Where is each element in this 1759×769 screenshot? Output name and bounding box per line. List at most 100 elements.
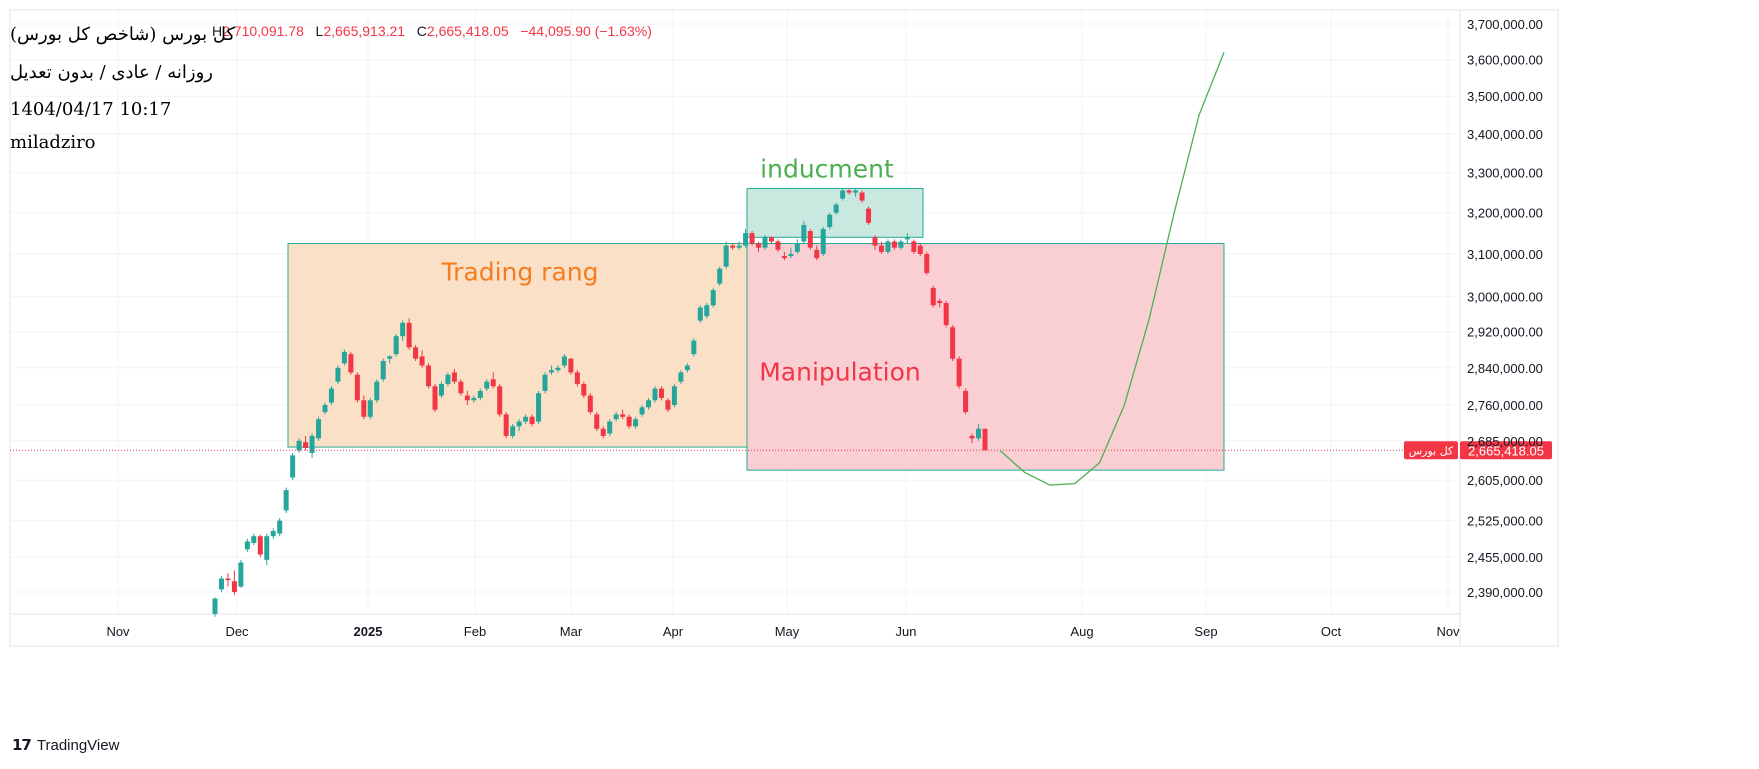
candle-body <box>270 530 276 537</box>
candle-body <box>976 428 982 439</box>
candle <box>620 409 626 420</box>
candle <box>574 370 580 387</box>
candle <box>866 206 872 225</box>
candle <box>244 538 250 552</box>
candle <box>639 404 645 417</box>
candle <box>891 239 897 250</box>
candle-body <box>548 370 554 373</box>
candle-body <box>555 367 561 371</box>
candle <box>568 357 574 375</box>
candle-body <box>303 442 309 449</box>
candle <box>943 300 949 328</box>
candle-body <box>807 231 813 248</box>
candle <box>484 379 490 391</box>
candle-body <box>710 290 716 306</box>
candle-body <box>768 237 774 242</box>
low-value: 2,665,913.21 <box>323 23 406 39</box>
candle <box>335 365 341 384</box>
candle <box>296 438 302 453</box>
high-value: 2,710,091.78 <box>222 23 304 39</box>
candle <box>264 533 270 566</box>
candle-body <box>380 360 386 380</box>
candle <box>503 412 509 439</box>
tradingview-brand[interactable]: 𝟭𝟳 TradingView <box>12 736 120 755</box>
candle-body <box>231 581 237 593</box>
y-tick-label: 2,605,000.00 <box>1467 473 1543 488</box>
candle <box>451 368 457 384</box>
candle <box>924 251 930 276</box>
candle <box>807 229 813 250</box>
candle <box>477 388 483 401</box>
candle <box>976 423 982 441</box>
annotation-boxes: Trading rang Manipulation inducment <box>287 155 1225 471</box>
candle <box>393 333 399 357</box>
candle <box>328 386 334 405</box>
candles <box>212 188 988 617</box>
candle-body <box>840 190 846 199</box>
candle-body <box>684 365 690 371</box>
candle <box>419 350 425 368</box>
candle-body <box>607 421 613 434</box>
candle-body <box>730 245 736 248</box>
candle <box>387 355 393 364</box>
candle-body <box>432 386 438 410</box>
candle <box>853 188 859 197</box>
candle <box>665 397 671 413</box>
ohlc-readout: H2,710,091.78 L2,665,913.21 C2,665,418.0… <box>212 23 652 39</box>
candle <box>458 379 464 396</box>
candle-body <box>536 393 542 422</box>
author-label: miladziro <box>10 132 96 153</box>
candle-body <box>374 381 380 401</box>
candle <box>963 388 969 415</box>
candle <box>212 597 218 617</box>
candle-body <box>568 358 574 373</box>
trading_range-label: Trading rang <box>441 258 599 287</box>
close-value: 2,665,418.05 <box>426 23 509 39</box>
candle <box>671 383 677 408</box>
candle <box>380 358 386 382</box>
candle-body <box>866 208 872 223</box>
brand-name: TradingView <box>36 736 120 754</box>
candle-body <box>477 390 483 398</box>
candle-body <box>646 400 652 408</box>
candle <box>536 390 542 424</box>
price-tag-value: 2,665,418.05 <box>1468 443 1544 458</box>
price-tag-value-bg <box>1460 441 1552 460</box>
candle <box>225 573 231 587</box>
candle-body <box>490 379 496 387</box>
candle <box>859 190 865 203</box>
candle-body <box>898 241 904 248</box>
candle-body <box>904 237 910 240</box>
candle-body <box>523 416 529 422</box>
x-tick-label: Nov <box>106 624 130 639</box>
candle-body <box>691 340 697 355</box>
candle-body <box>309 435 315 453</box>
candle <box>361 395 367 420</box>
candle-body <box>885 241 891 252</box>
high-label: H <box>212 23 223 39</box>
candle <box>303 435 309 451</box>
candle <box>613 412 619 422</box>
chart-frame <box>9 9 1559 647</box>
candle-body <box>406 322 412 348</box>
candle-body <box>451 372 457 382</box>
price-tag-symbol-bg <box>1404 441 1458 460</box>
y-tick-label: 2,525,000.00 <box>1467 514 1543 529</box>
candle-body <box>445 374 451 384</box>
candle-body <box>594 414 600 429</box>
candle-body <box>361 400 367 417</box>
candle-body <box>820 229 826 254</box>
candle-body <box>924 253 930 273</box>
candle-body <box>639 407 645 415</box>
candle <box>684 363 690 373</box>
candle <box>257 534 263 558</box>
candle-body <box>322 404 328 413</box>
x-tick-label: 2025 <box>354 624 383 639</box>
candle-body <box>658 388 664 398</box>
candle-body <box>354 374 360 401</box>
candle-body <box>859 192 865 201</box>
candle <box>231 570 237 595</box>
candle-body <box>620 414 626 417</box>
candle <box>840 188 846 201</box>
